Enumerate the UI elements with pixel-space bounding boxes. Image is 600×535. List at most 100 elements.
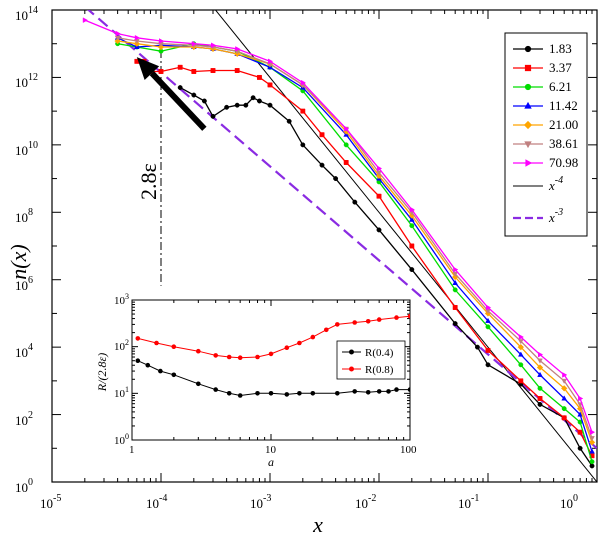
- data-point-11-42: [577, 411, 583, 417]
- data-point-1-83: [250, 95, 256, 101]
- inset-data-point-r-0-4: [352, 389, 358, 394]
- inset-data-point-r-0-8: [196, 348, 201, 354]
- legend-marker-21-00: [523, 120, 533, 130]
- data-point-3-37: [452, 305, 458, 310]
- inset-y-tick-label: 102: [114, 338, 129, 353]
- data-point-1-83: [352, 199, 358, 205]
- data-point-21-00: [517, 343, 525, 351]
- data-point-1-83: [589, 463, 595, 469]
- data-point-1-83: [286, 118, 292, 124]
- data-point-70-98: [191, 40, 197, 47]
- data-point-1-83: [376, 227, 382, 233]
- legend-label-6.21: 6.21: [549, 79, 572, 94]
- legend-label-x-4: x-4: [548, 175, 563, 193]
- data-point-6-21: [589, 459, 595, 465]
- inset-data-point-r-0-8: [352, 320, 358, 325]
- inset-data-point-r-0-4: [226, 391, 232, 396]
- legend-label-1.83: 1.83: [549, 41, 572, 56]
- inset-data-point-r-0-4: [394, 387, 399, 392]
- reference-line-x-3: [86, 10, 597, 450]
- data-point-70-98: [409, 206, 415, 213]
- inset-y-tick-label: 103: [114, 292, 129, 307]
- data-point-70-98: [590, 429, 596, 436]
- x-tick-label: 10-3: [250, 493, 271, 511]
- inset-data-point-r-0-4: [310, 391, 316, 396]
- inset-data-point-r-0-8: [335, 322, 340, 327]
- inset-x-axis-title: a: [268, 455, 274, 469]
- data-point-3-37: [319, 132, 325, 138]
- x-axis-tick-labels: 10-5 10-4 10-3 10-2 10-1 100: [40, 493, 578, 511]
- data-point-3-37: [577, 429, 583, 435]
- data-point-38-61: [589, 436, 595, 442]
- inset-data-point-r-0-8: [310, 334, 316, 340]
- legend-label-11.42: 11.42: [549, 98, 578, 113]
- inset-data-point-r-0-8: [297, 340, 302, 346]
- data-point-3-37: [191, 69, 197, 74]
- data-point-11-42: [517, 351, 524, 357]
- inset-data-point-r-0-4: [145, 362, 151, 368]
- data-point-1-83: [485, 362, 491, 368]
- data-point-3-37: [485, 347, 491, 353]
- data-point-38-61: [452, 271, 459, 277]
- y-tick-label: 104: [15, 342, 33, 360]
- inset-legend-samples: [342, 349, 361, 372]
- inset-data-point-r-0-8: [154, 340, 159, 346]
- data-point-1-83: [319, 162, 325, 168]
- data-point-1-83: [409, 267, 415, 273]
- inset-legend-box: [336, 340, 406, 380]
- inset-x-tick-labels: 1 10 100: [129, 444, 417, 456]
- inset-data-point-r-0-4: [407, 387, 410, 392]
- data-point-3-37: [376, 193, 382, 199]
- data-point-11-42: [485, 317, 491, 323]
- legend-label-3.37: 3.37: [549, 60, 572, 75]
- inset-data-point-r-0-4: [268, 391, 274, 396]
- data-point-70-98: [537, 351, 544, 358]
- data-point-1-83: [243, 102, 249, 108]
- inset-data-point-r-0-8: [284, 345, 290, 351]
- data-point-1-83: [201, 98, 207, 104]
- data-point-3-37: [256, 74, 262, 80]
- x-tick-label: 10-2: [355, 493, 376, 511]
- vline-label: 2.8ε: [136, 163, 161, 200]
- inset-data-point-r-0-4: [284, 392, 290, 397]
- y-axis-tick-labels: 100 102 104 106 108 1010 1012 1014: [15, 5, 38, 495]
- reference-line-x-4: [214, 10, 597, 482]
- arrow-annotation: [136, 57, 207, 131]
- inset-y-tick-labels: 100 101 102 103: [114, 292, 129, 447]
- legend-marker-11-42: [524, 101, 532, 109]
- inset-x-tick-label: 10: [265, 444, 277, 456]
- data-point-1-83: [177, 85, 183, 91]
- inset-data-point-r-0-4: [196, 381, 201, 387]
- inset-data-point-r-0-4: [255, 391, 260, 396]
- data-point-1-83: [537, 401, 543, 407]
- inset-data-point-r-0-8: [135, 336, 141, 341]
- arrow-shaft: [149, 71, 207, 131]
- inset-y-axis-title: R/(2.8ε): [95, 353, 109, 392]
- data-point-6-21: [343, 142, 349, 148]
- data-point-1-83: [474, 344, 480, 350]
- y-tick-label: 106: [15, 275, 33, 293]
- data-point-6-21: [561, 406, 567, 412]
- inset-data-point-r-0-4: [135, 358, 141, 364]
- legend-marker-38-61: [524, 141, 532, 149]
- inset-x-tick-label: 100: [400, 444, 417, 456]
- inset-legend: R(0.4) R(0.8): [336, 340, 406, 380]
- data-point-70-98: [453, 266, 459, 273]
- data-point-1-83: [210, 113, 216, 119]
- x-tick-label: 100: [560, 493, 578, 511]
- data-point-3-37: [177, 64, 183, 70]
- data-point-21-00: [560, 385, 568, 392]
- data-point-70-98: [300, 79, 306, 86]
- inset-data-point-r-0-4: [365, 390, 371, 395]
- data-point-70-98: [134, 34, 140, 41]
- inset-data-point-r-0-8: [255, 354, 260, 360]
- series-line-38-61: [117, 37, 593, 439]
- data-point-70-98: [518, 334, 524, 340]
- data-point-1-83: [224, 104, 230, 110]
- legend-label-21.00: 21.00: [549, 117, 578, 132]
- data-point-1-83: [267, 102, 273, 108]
- data-point-70-98: [158, 38, 165, 44]
- data-point-70-98: [82, 17, 88, 23]
- data-point-3-37: [300, 108, 306, 114]
